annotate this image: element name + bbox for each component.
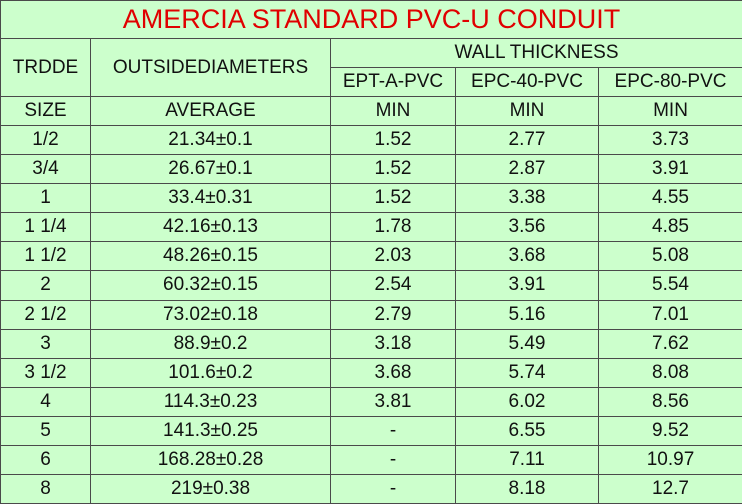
table-cell: 3.81 <box>330 386 456 417</box>
table-cell: - <box>330 444 456 475</box>
header-cell: EPT-A-PVC <box>330 67 456 98</box>
table-cell: 88.9±0.2 <box>90 328 331 359</box>
table-cell: 1 <box>0 183 91 214</box>
table-cell: MIN <box>330 96 456 127</box>
table-cell: 2.79 <box>330 299 456 330</box>
table-cell: 7.11 <box>455 444 599 475</box>
table-cell: 5.08 <box>597 241 742 272</box>
table-cell: 1 1/2 <box>0 241 91 272</box>
table-cell: 3.68 <box>455 241 599 272</box>
data-row: 1 1/4 42.16±0.13 1.78 3.56 4.85 <box>0 212 742 243</box>
table-cell: 2.77 <box>455 125 599 156</box>
table-cell: 1.52 <box>330 154 456 185</box>
data-row: 1 1/2 48.26±0.15 2.03 3.68 5.08 <box>0 241 742 272</box>
table-cell: 7.62 <box>597 328 742 359</box>
header-cell: EPC-40-PVC <box>455 67 599 98</box>
table-cell: 3.38 <box>455 183 599 214</box>
table-cell: 2.87 <box>455 154 599 185</box>
table-cell: 2.54 <box>330 270 456 301</box>
data-row: 2 60.32±0.15 2.54 3.91 5.54 <box>0 270 742 301</box>
table-cell: 3 1/2 <box>0 357 91 388</box>
data-row: 1/2 21.34±0.1 1.52 2.77 3.73 <box>0 125 742 156</box>
table-cell: 12.7 <box>597 473 742 504</box>
table-cell: 3.18 <box>330 328 456 359</box>
table-cell: MIN <box>597 96 742 127</box>
table-cell: 5.49 <box>455 328 599 359</box>
table-cell: 3.91 <box>455 270 599 301</box>
table-cell: 7.01 <box>597 299 742 330</box>
table-cell: SIZE <box>0 96 91 127</box>
table-cell: 3 <box>0 328 91 359</box>
table-cell: 5.54 <box>597 270 742 301</box>
table-cell: 6.02 <box>455 386 599 417</box>
data-row: 3/4 26.67±0.1 1.52 2.87 3.91 <box>0 154 742 185</box>
table-cell: 1.52 <box>330 183 456 214</box>
table-cell: 9.52 <box>597 415 742 446</box>
group-header: WALL THICKNESS <box>329 38 742 69</box>
table-cell: 1 1/4 <box>0 212 91 243</box>
table-title: AMERCIA STANDARD PVC-U CONDUIT <box>0 0 742 40</box>
header-cell: TRDDE <box>0 38 91 98</box>
table-cell: 219±0.38 <box>90 473 331 504</box>
table-cell: - <box>330 415 456 446</box>
data-row: 2 1/2 73.02±0.18 2.79 5.16 7.01 <box>0 299 742 330</box>
table-cell: 8.08 <box>597 357 742 388</box>
data-row: 1 33.4±0.31 1.52 3.38 4.55 <box>0 183 742 214</box>
table-cell: 21.34±0.1 <box>90 125 331 156</box>
header-cell: OUTSIDEDIAMETERS <box>90 38 331 98</box>
table-cell: 1/2 <box>0 125 91 156</box>
table-cell: 10.97 <box>597 444 742 475</box>
table-cell: 60.32±0.15 <box>90 270 331 301</box>
table-cell: - <box>330 473 456 504</box>
data-row: 6 168.28±0.28-7.11 10.97 <box>0 444 742 475</box>
table-cell: 8 <box>0 473 91 504</box>
table-cell: MIN <box>455 96 599 127</box>
data-row: 5 141.3±0.25-6.55 9.52 <box>0 415 742 446</box>
table-cell: 4 <box>0 386 91 417</box>
table-cell: 1.78 <box>330 212 456 243</box>
table-cell: 73.02±0.18 <box>90 299 331 330</box>
header-cell: EPC-80-PVC <box>597 67 742 98</box>
table-cell: 141.3±0.25 <box>90 415 331 446</box>
table-cell: 8.18 <box>455 473 599 504</box>
table-cell: 2.03 <box>330 241 456 272</box>
data-row: 4 114.3±0.23 3.81 6.02 8.56 <box>0 386 742 417</box>
table-cell: 3/4 <box>0 154 91 185</box>
units-row: SIZE AVERAGE MIN MIN MIN <box>0 96 742 127</box>
table-cell: 168.28±0.28 <box>90 444 331 475</box>
table-cell: 48.26±0.15 <box>90 241 331 272</box>
table-cell: 5.74 <box>455 357 599 388</box>
table-cell: 6 <box>0 444 91 475</box>
table-cell: 2 1/2 <box>0 299 91 330</box>
table-cell: 3.56 <box>455 212 599 243</box>
data-row: 3 1/2 101.6±0.2 3.68 5.74 8.08 <box>0 357 742 388</box>
table-cell: 42.16±0.13 <box>90 212 331 243</box>
table-cell: 5.16 <box>455 299 599 330</box>
table-cell: AVERAGE <box>90 96 331 127</box>
table-cell: 2 <box>0 270 91 301</box>
table-cell: 6.55 <box>455 415 599 446</box>
table-cell: 5 <box>0 415 91 446</box>
table-cell: 33.4±0.31 <box>90 183 331 214</box>
data-row: 3 88.9±0.2 3.18 5.49 7.62 <box>0 328 742 359</box>
table-cell: 4.85 <box>597 212 742 243</box>
table-cell: 3.68 <box>330 357 456 388</box>
table-cell: 1.52 <box>330 125 456 156</box>
table-cell: 3.73 <box>597 125 742 156</box>
table-cell: 101.6±0.2 <box>90 357 331 388</box>
data-row: 8 219±0.38-8.18 12.7 <box>0 473 742 504</box>
table-cell: 8.56 <box>597 386 742 417</box>
table-cell: 114.3±0.23 <box>90 386 331 417</box>
table-cell: 3.91 <box>597 154 742 185</box>
table-cell: 4.55 <box>597 183 742 214</box>
table-cell: 26.67±0.1 <box>90 154 331 185</box>
